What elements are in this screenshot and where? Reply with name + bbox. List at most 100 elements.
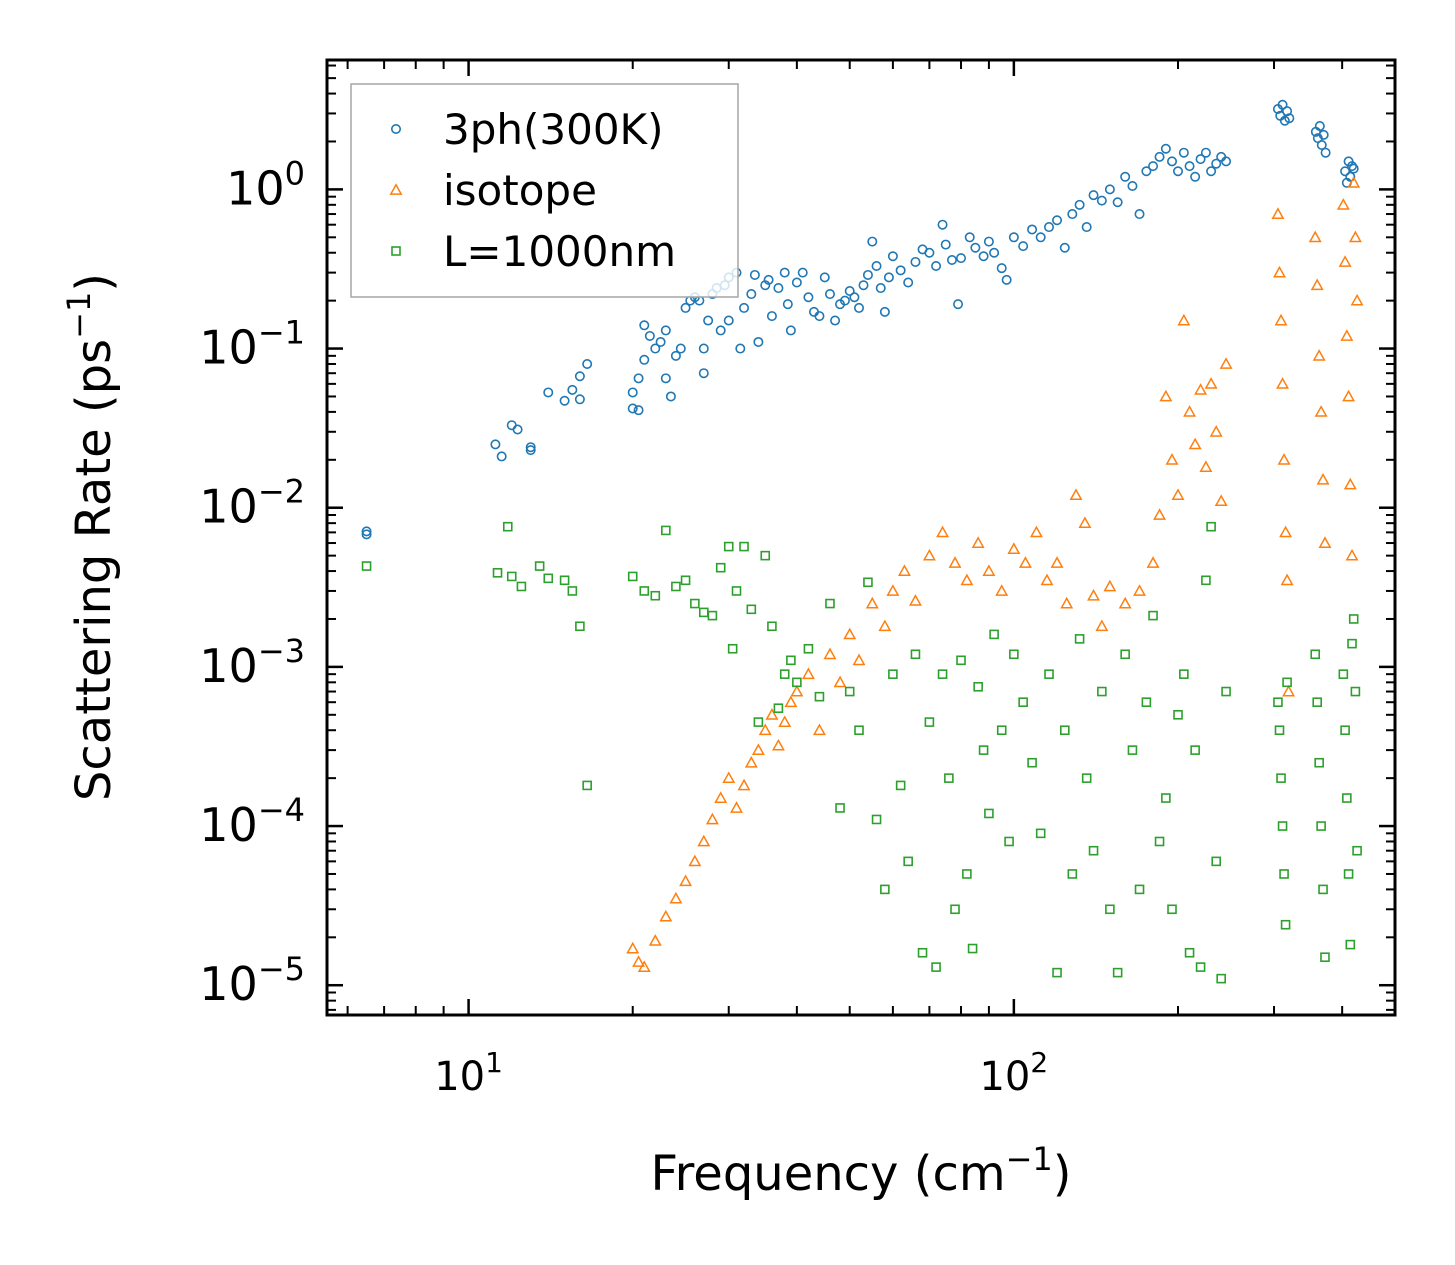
data-point [814, 311, 825, 322]
data-point [680, 302, 691, 313]
data-point [758, 723, 772, 736]
data-point [1035, 232, 1046, 243]
data-point [575, 621, 585, 632]
data-point [1320, 952, 1330, 962]
data-point [746, 289, 757, 300]
data-point [1348, 230, 1362, 243]
data-point [1141, 697, 1152, 707]
data-point [1342, 793, 1352, 803]
y-tick-label: 10−3 [199, 632, 305, 693]
data-point [931, 962, 941, 972]
data-point [1282, 684, 1296, 697]
data-point [1318, 129, 1329, 140]
data-point [1280, 573, 1294, 586]
data-point [862, 269, 873, 280]
data-point [910, 256, 921, 267]
data-point [936, 525, 950, 538]
data-points [361, 99, 1364, 984]
data-point [1167, 904, 1177, 915]
data-point [964, 232, 975, 243]
data-point [1211, 856, 1221, 867]
data-point [801, 667, 815, 680]
data-point [730, 801, 743, 813]
data-point [697, 834, 711, 847]
data-point [703, 315, 714, 326]
data-point [1347, 638, 1357, 649]
data-point [1112, 197, 1123, 208]
data-point [659, 909, 673, 922]
data-point [361, 529, 372, 540]
data-point [960, 573, 974, 586]
data-point [1316, 472, 1330, 485]
data-point [1154, 836, 1165, 847]
data-point [1211, 158, 1222, 169]
data-point [1204, 377, 1218, 389]
data-point [1352, 845, 1362, 856]
data-point [880, 884, 890, 895]
data-point [1074, 634, 1085, 644]
data-point [1200, 147, 1211, 158]
data-point [715, 325, 726, 336]
data-point [574, 371, 585, 382]
data-point [863, 577, 873, 588]
data-point [1044, 222, 1055, 233]
data-point [1088, 190, 1099, 201]
data-point [791, 277, 802, 288]
data-point [1044, 669, 1054, 679]
data-point [948, 556, 962, 568]
data-point [512, 424, 523, 435]
data-point [852, 653, 866, 666]
data-point [1342, 389, 1356, 402]
data-point [984, 808, 994, 819]
data-point [1284, 113, 1295, 124]
data-point [639, 320, 650, 331]
data-point [690, 598, 700, 609]
data-point [1133, 584, 1146, 596]
data-point [1184, 947, 1195, 958]
data-point [1345, 171, 1356, 182]
data-point [1004, 836, 1014, 847]
data-point [875, 283, 886, 294]
x-axis-label: Frequency (cm−1) [650, 1140, 1071, 1202]
data-point [1348, 614, 1359, 624]
data-point [886, 584, 900, 596]
data-point [771, 738, 785, 751]
data-point [1035, 828, 1046, 839]
data-point [946, 255, 957, 266]
data-point [1340, 329, 1354, 341]
data-point [833, 675, 847, 688]
data-point [779, 669, 790, 679]
data-point [1146, 556, 1160, 568]
data-point [871, 814, 882, 825]
data-point [698, 607, 709, 618]
data-point [937, 219, 948, 230]
data-point [650, 343, 661, 354]
data-point [627, 387, 638, 398]
data-point [753, 717, 764, 727]
data-point [883, 272, 894, 283]
data-point [819, 272, 830, 283]
data-point [1340, 166, 1351, 177]
x-axis-label-sup: −1 [1006, 1140, 1053, 1178]
data-point [996, 263, 1007, 274]
data-point [1134, 884, 1145, 895]
data-point [1081, 222, 1092, 233]
data-point [723, 315, 734, 326]
data-point [1027, 224, 1038, 235]
data-point [766, 311, 777, 322]
data-point [361, 561, 372, 571]
data-point [854, 725, 864, 736]
data-point [632, 955, 646, 967]
data-point [1282, 677, 1292, 688]
data-point [924, 717, 935, 727]
data-point [1314, 405, 1328, 417]
data-point [773, 703, 784, 714]
data-point [790, 684, 804, 697]
data-point [1052, 215, 1063, 226]
data-point [698, 368, 709, 379]
data-point [1027, 757, 1037, 768]
data-point [760, 550, 771, 561]
data-point [931, 261, 942, 272]
data-point [903, 856, 913, 867]
data-point [1009, 649, 1019, 660]
